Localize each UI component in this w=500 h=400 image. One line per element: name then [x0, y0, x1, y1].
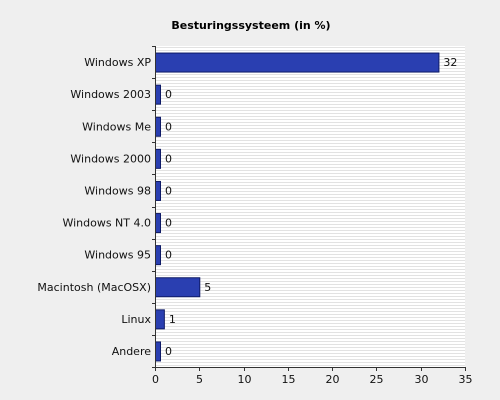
value-label: 0 — [165, 152, 172, 165]
category-label: Windows Me — [82, 120, 151, 133]
category-label: Windows NT 4.0 — [62, 217, 151, 230]
x-tick-label: 25 — [370, 373, 384, 386]
bar-macintosh-macosx — [155, 277, 201, 298]
category-label: Windows 2003 — [70, 88, 151, 101]
category-label: Linux — [121, 313, 151, 326]
bar-windows-xp — [155, 52, 440, 73]
chart-title: Besturingssysteem (in %) — [171, 19, 330, 32]
x-tick-label: 20 — [326, 373, 340, 386]
bar-windows-98 — [155, 180, 161, 201]
bar-linux — [155, 309, 165, 330]
value-label: 0 — [165, 345, 172, 358]
x-tick-label: 5 — [196, 373, 203, 386]
value-label: 1 — [169, 313, 176, 326]
x-tick-label: 35 — [459, 373, 473, 386]
category-label: Macintosh (MacOSX) — [37, 281, 151, 294]
plot-area: Windows XP 32 Windows 2003 0 Windows Me 0 Wind… — [37, 46, 473, 386]
value-label: 0 — [165, 217, 172, 230]
category-label: Windows 2000 — [70, 152, 151, 165]
bar-andere — [155, 341, 161, 362]
category-label: Andere — [112, 345, 152, 358]
bar-windows-2003 — [155, 84, 161, 105]
category-label: Windows XP — [84, 56, 151, 69]
value-label: 0 — [165, 120, 172, 133]
bar-windows-me — [155, 116, 161, 137]
bar-windows-95 — [155, 245, 161, 266]
value-label: 5 — [204, 281, 211, 294]
x-tick-label: 15 — [282, 373, 296, 386]
x-tick-label: 0 — [152, 373, 159, 386]
category-label: Windows 95 — [84, 249, 151, 262]
value-label: 0 — [165, 249, 172, 262]
x-tick-label: 10 — [238, 373, 252, 386]
x-tick-label: 30 — [415, 373, 429, 386]
bar-windows-2000 — [155, 148, 161, 169]
bar-windows-nt-4-0 — [155, 213, 161, 234]
value-label: 32 — [443, 56, 457, 69]
value-label: 0 — [165, 184, 172, 197]
category-label: Windows 98 — [84, 184, 151, 197]
value-label: 0 — [165, 88, 172, 101]
